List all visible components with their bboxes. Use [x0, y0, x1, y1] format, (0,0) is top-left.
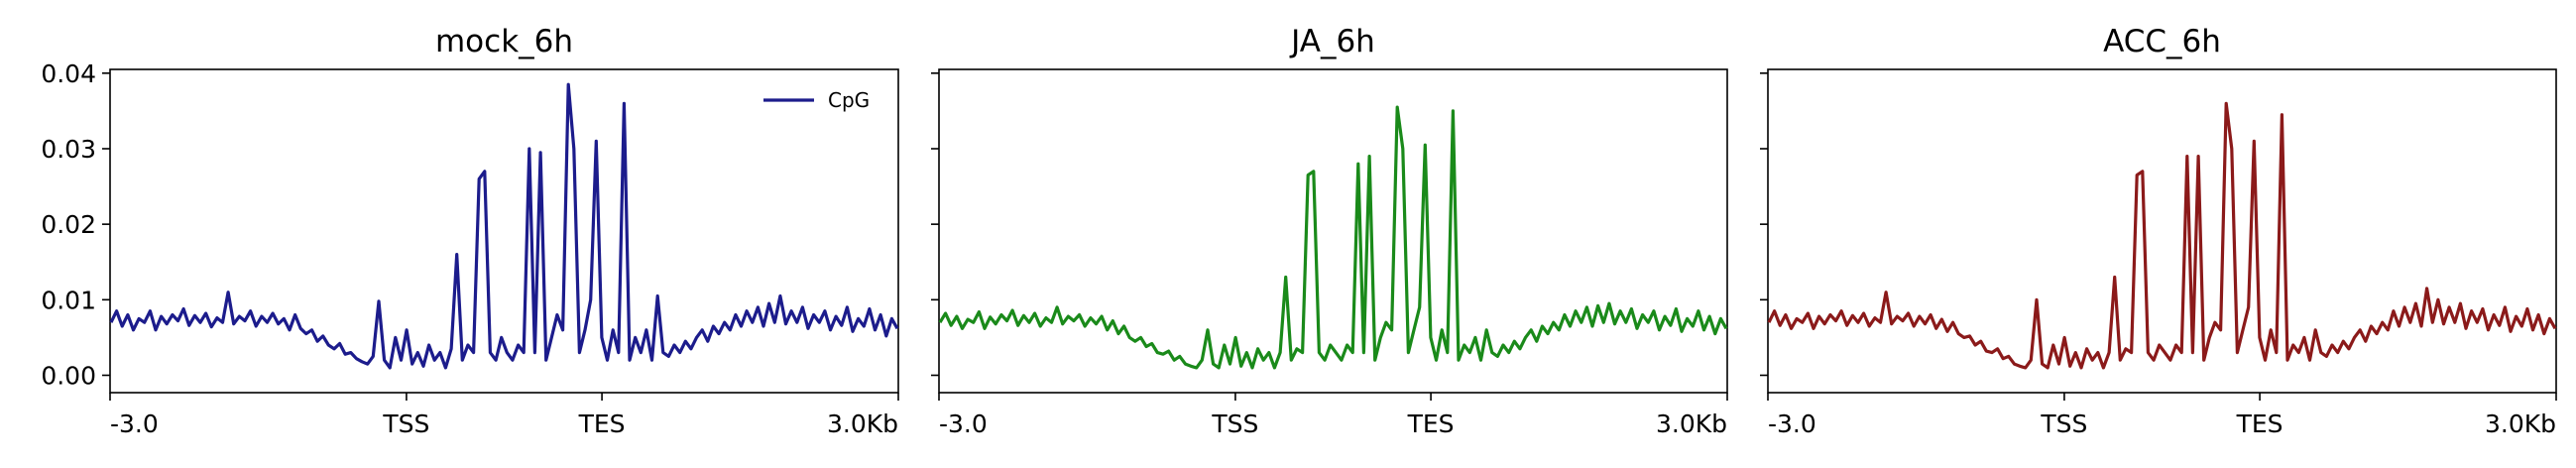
x-tick-label: TES — [578, 410, 626, 438]
series-line — [1767, 101, 2557, 370]
y-tick-label: 0.01 — [41, 286, 96, 314]
panel-2: ACC_6h -3.0 TSS TES 3.0Kb — [1760, 24, 2557, 438]
panel-title: ACC_6h — [2103, 24, 2221, 59]
x-tick-label: TSS — [382, 410, 429, 438]
x-tick-label: TSS — [1211, 410, 1258, 438]
panel-0: mock_6h 0.00 0.01 0.02 0.03 0.04 -3.0 TSS TES 3.0… — [41, 24, 899, 438]
x-tick-label: -3.0 — [939, 410, 988, 438]
panel-1: JA_6h -3.0 TSS TES 3.0Kb — [931, 24, 1728, 438]
y-tick-label: 0.02 — [41, 210, 96, 239]
x-tick-label: 3.0Kb — [1656, 410, 1727, 438]
x-tick-label: TSS — [2040, 410, 2087, 438]
plot-frame — [1767, 68, 2557, 394]
x-tick-label: TES — [2236, 410, 2283, 438]
plot-frame — [938, 68, 1728, 394]
legend-label: CpG — [828, 88, 870, 112]
panel-title: mock_6h — [435, 24, 573, 59]
x-tick-label: TES — [1407, 410, 1455, 438]
x-tick-label: 3.0Kb — [2485, 410, 2556, 438]
series-line — [109, 82, 899, 370]
x-tick-label: -3.0 — [1768, 410, 1816, 438]
y-tick-label: 0.04 — [41, 59, 96, 88]
plot-frame — [109, 68, 899, 394]
series-line — [938, 105, 1728, 370]
y-tick-label: 0.03 — [41, 135, 96, 164]
x-tick-label: 3.0Kb — [827, 410, 898, 438]
y-tick-label: 0.00 — [41, 361, 96, 390]
panel-title: JA_6h — [1289, 24, 1375, 59]
x-tick-label: -3.0 — [110, 410, 159, 438]
